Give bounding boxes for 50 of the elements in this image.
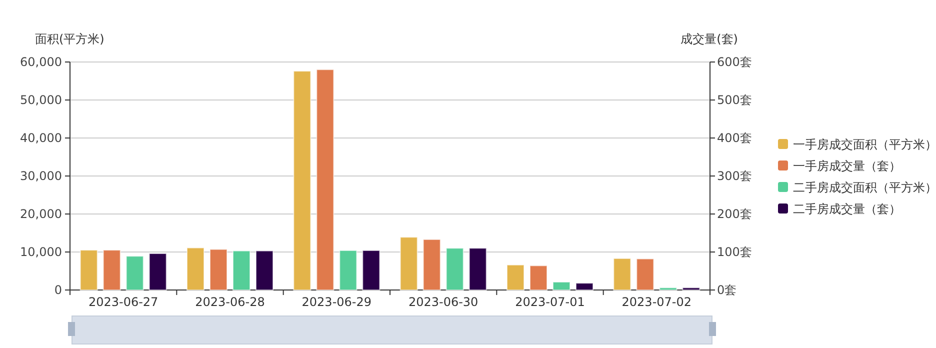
bar [232, 250, 250, 290]
bar [659, 287, 678, 290]
y-tick-label: 60,000 [20, 55, 62, 69]
y-axis-title: 面积(平方米) [35, 32, 104, 46]
legend-label: 二手房成交量（套） [793, 202, 901, 216]
legend-label: 一手房成交面积（平方米） [793, 138, 936, 152]
bar [256, 250, 274, 290]
y-tick-label: 0 [54, 283, 62, 297]
y2-tick-label: 200套 [717, 207, 752, 221]
y2-tick-label: 600套 [717, 55, 752, 69]
x-tick-label: 2023-06-27 [88, 295, 158, 309]
bar [102, 250, 121, 290]
y-tick-label: 30,000 [20, 169, 62, 183]
x-tick-label: 2023-06-28 [195, 295, 265, 309]
bar [446, 248, 464, 290]
y2-tick-label: 300套 [717, 169, 752, 183]
y-tick-label: 40,000 [20, 131, 62, 145]
y2-tick-label: 100套 [717, 245, 752, 259]
x-tick-label: 2023-06-29 [302, 295, 372, 309]
bar [186, 247, 204, 290]
bar [339, 250, 358, 290]
legend-label: 一手房成交量（套） [793, 159, 901, 173]
bar [400, 236, 418, 290]
bar [468, 248, 487, 290]
bar [530, 265, 548, 290]
x-tick-label: 2023-07-02 [622, 295, 692, 309]
y-tick-label: 50,000 [20, 93, 62, 107]
bar [148, 253, 167, 290]
x-tick-label: 2023-06-30 [408, 295, 478, 309]
bar [362, 250, 380, 290]
y-tick-label: 10,000 [20, 245, 62, 259]
bar [576, 282, 594, 290]
y-tick-label: 20,000 [20, 207, 62, 221]
bar [613, 258, 632, 290]
y2-tick-label: 400套 [717, 131, 752, 145]
bar [126, 256, 144, 290]
y2-tick-label: 0套 [717, 283, 737, 297]
bar [506, 264, 524, 290]
legend-label: 二手房成交面积（平方米） [793, 180, 936, 194]
y2-axis-title: 成交量(套) [680, 32, 738, 46]
bar [316, 69, 334, 290]
bar [210, 248, 228, 290]
bar [552, 282, 570, 290]
bar [293, 70, 312, 290]
bar [636, 258, 654, 290]
x-tick-label: 2023-07-01 [515, 295, 585, 309]
bar [682, 287, 700, 290]
bar [422, 238, 441, 290]
y2-tick-label: 500套 [717, 93, 752, 107]
bar [80, 250, 98, 290]
